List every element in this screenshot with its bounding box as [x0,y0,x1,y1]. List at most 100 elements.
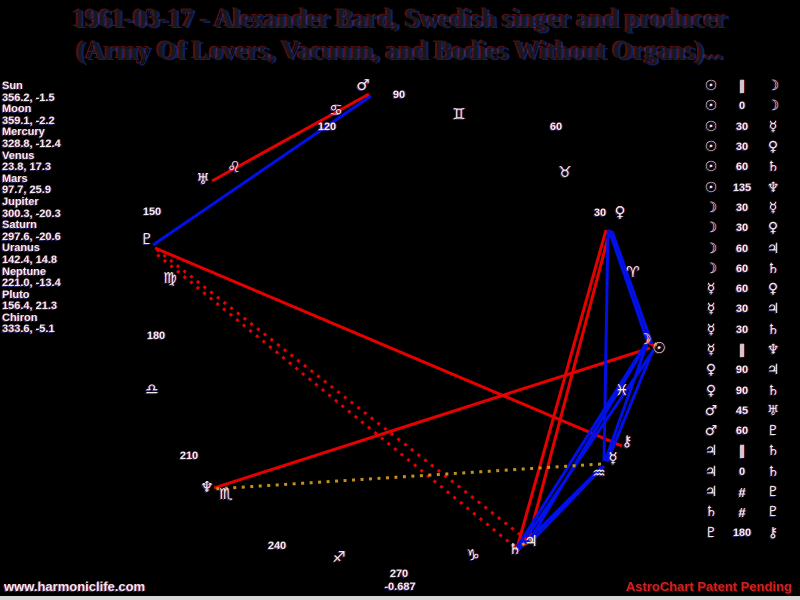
bottom-edge-bar [0,596,800,600]
aspect-planet1-glyph-saturn: ♄ [704,504,718,521]
aspect-value: 30 [735,141,749,154]
aspect-planet1-glyph-jupiter: ♃ [704,443,718,460]
aspect-planet1-glyph-mercury: ☿ [706,321,716,338]
aspect-line-mars-60-pluto [152,94,372,247]
aspect-planet1-glyph-sun: ☉ [704,179,718,196]
planet-glyph-neptune: ♆ [200,478,214,496]
aspect-planet2-glyph-chiron: ⚷ [767,524,779,541]
planet-glyph-sun: ☉ [652,339,666,357]
planet-glyph-venus: ♀ [614,203,626,221]
aspect-value: ∥ [738,78,746,94]
aspect-value: 60 [735,283,749,296]
aspect-value: 90 [735,364,749,377]
aspect-planet1-glyph-mars: ♂ [704,402,718,419]
aspect-planet1-glyph-venus: ♀ [705,382,717,399]
planet-value-saturn: 297.6, -20.6 [2,230,61,243]
aspect-planet2-glyph-saturn: ♄ [766,260,780,277]
aspect-planet2-glyph-uranus: ♅ [766,402,780,419]
planet-glyph-jupiter: ♃ [524,532,538,550]
aspect-row-mars-45-uranus: ♂ 45 ♅ [699,401,799,421]
aspect-planet1-glyph-sun: ☉ [704,159,718,176]
aspect-planet2-glyph-saturn: ♄ [766,159,780,176]
zodiac-glyph-capricorn: ♑ [466,546,480,564]
aspect-planet1-glyph-moon: ☽ [704,199,718,216]
aspect-row-venus-90-saturn: ♀ 90 ♄ [699,380,799,400]
aspect-planet2-glyph-venus: ♀ [767,220,779,237]
aspect-planet1-glyph-sun: ☉ [704,98,718,115]
aspect-row-moon-30-mercury: ☽ 30 ☿ [699,198,799,218]
aspect-planet2-glyph-moon: ☽ [766,78,780,95]
aspect-planet2-glyph-saturn: ♄ [766,382,780,399]
aspect-line-sun-30-venus [610,230,654,345]
degree-label-60: 60 [549,121,563,133]
planet-value-venus: 23.8, 17.3 [2,161,51,174]
degree-label-30: 30 [593,207,607,219]
aspect-line-moon-30-venus [607,229,649,341]
planet-value-chiron: 333.6, -5.1 [2,323,55,336]
aspect-line-saturn-cp-pluto [153,250,516,549]
aspect-planet2-glyph-pluto: ♇ [766,423,780,440]
aspect-value: 60 [735,242,749,255]
planet-value-uranus: 142.4, 14.8 [2,253,58,266]
planet-name-pluto: Pluto [2,288,30,301]
aspect-planet1-glyph-jupiter: ♃ [704,484,718,501]
aspect-planet2-glyph-neptune: ♆ [766,342,780,358]
aspect-value: 30 [735,323,749,336]
aspect-line-jupiter-cp-pluto [155,247,528,542]
aspect-line-moon-60-jupiter [528,342,649,541]
aspect-line-moon-30-mercury [603,343,649,462]
page-title-line2: (Army Of Lovers, Vacuum, and Bodies With… [76,36,724,65]
aspect-row-jupiter-∥-saturn: ♃ ∥ ♄ [699,441,799,461]
aspect-planet2-glyph-mercury: ☿ [768,199,778,216]
aspect-planet2-glyph-venus: ♀ [767,139,779,156]
zodiac-glyph-virgo: ♍ [163,269,177,287]
aspect-planet1-glyph-mercury: ☿ [706,342,716,358]
aspect-value: 45 [735,404,749,417]
aspect-planet2-glyph-mercury: ☿ [768,118,778,135]
aspect-row-venus-90-jupiter: ♀ 90 ♃ [699,360,799,380]
patent-text: AstroChart Patent Pending [625,579,792,594]
chart-value: -0.687 [384,581,416,593]
aspect-value: ∥ [738,443,746,459]
aspect-planet2-glyph-jupiter: ♃ [766,362,780,379]
planet-glyph-moon: ☽ [638,330,652,348]
aspect-row-moon-60-jupiter: ☽ 60 ♃ [699,238,799,258]
aspect-line-mars-45-uranus [211,92,370,183]
aspect-value: 0 [738,465,746,478]
aspect-row-mercury-∥-neptune: ☿ ∥ ♆ [699,340,799,360]
degree-label-120: 120 [317,121,337,133]
aspect-line-moon-60-saturn [514,344,647,550]
aspect-planet1-glyph-moon: ☽ [704,220,718,237]
aspect-planet2-glyph-neptune: ♆ [766,179,780,196]
zodiac-glyph-leo: ♌ [227,158,241,176]
planet-value-pluto: 156.4, 21.3 [2,300,58,313]
aspect-row-mercury-30-jupiter: ☿ 30 ♃ [699,299,799,319]
planet-glyph-mars: ♂ [356,76,370,94]
zodiac-glyph-aquarius: ♒ [592,464,606,482]
planet-value-moon: 359.1, -2.2 [2,114,55,127]
planet-glyph-uranus: ♅ [196,170,210,188]
aspect-value: # [738,484,746,500]
aspect-planet1-glyph-sun: ☉ [704,118,718,135]
planet-name-uranus: Uranus [2,242,40,255]
aspect-line-sun-60-saturn [518,350,655,548]
zodiac-glyph-aries: ♈ [626,263,640,281]
aspect-row-jupiter-0-saturn: ♃ 0 ♄ [699,462,799,482]
planet-glyph-chiron: ⚷ [621,432,633,450]
planet-glyph-mercury: ☿ [608,449,618,467]
planet-value-neptune: 221.0, -13.4 [2,277,61,290]
aspect-row-sun-135-neptune: ☉ 135 ♆ [699,177,799,197]
aspect-row-mars-60-pluto: ♂ 60 ♇ [699,421,799,441]
aspect-line-mercury-60-venus [602,230,610,462]
aspect-line-venus-90-jupiter [526,229,612,543]
aspect-value: 30 [735,201,749,214]
aspect-planet1-glyph-moon: ☽ [704,260,718,277]
aspect-value: 30 [735,120,749,133]
aspect-planet1-glyph-jupiter: ♃ [704,463,718,480]
degree-label-210: 210 [179,450,199,462]
planet-name-saturn: Saturn [2,219,37,232]
aspect-planet2-glyph-saturn: ♄ [766,321,780,338]
zodiac-glyph-cancer: ♋ [329,101,343,119]
aspect-row-jupiter-#-pluto: ♃ # ♇ [699,482,799,502]
